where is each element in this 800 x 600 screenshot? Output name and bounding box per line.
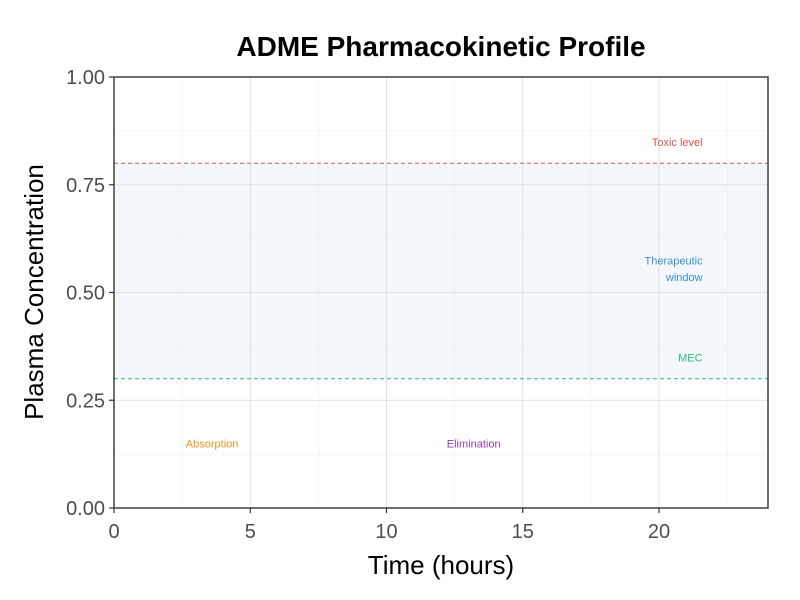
y-tick-label: 0.25 [66, 390, 105, 412]
therapeutic-label-2: window [665, 272, 703, 284]
therapeutic-label-1: Therapeutic [645, 255, 704, 267]
y-axis-title: Plasma Concentration [19, 164, 49, 420]
x-axis-title: Time (hours) [368, 550, 514, 580]
chart-title: ADME Pharmacokinetic Profile [236, 31, 645, 62]
x-tick-label: 10 [375, 521, 397, 543]
plot-area: Toxic level Therapeutic window MEC Absorptio… [66, 67, 769, 543]
absorption-label: Absorption [186, 439, 239, 451]
y-tick-label: 0.75 [66, 175, 105, 197]
y-tick-label: 0.50 [66, 283, 105, 305]
x-tick-label: 20 [648, 521, 670, 543]
y-tick-label: 1.00 [66, 67, 105, 89]
mec-label: MEC [678, 352, 703, 364]
x-tick-label: 5 [245, 521, 256, 543]
x-tick-label: 0 [108, 521, 119, 543]
y-tick-label: 0.00 [66, 498, 105, 520]
elimination-label: Elimination [447, 439, 501, 451]
toxic-level-label: Toxic level [652, 137, 703, 149]
x-tick-label: 15 [512, 521, 534, 543]
